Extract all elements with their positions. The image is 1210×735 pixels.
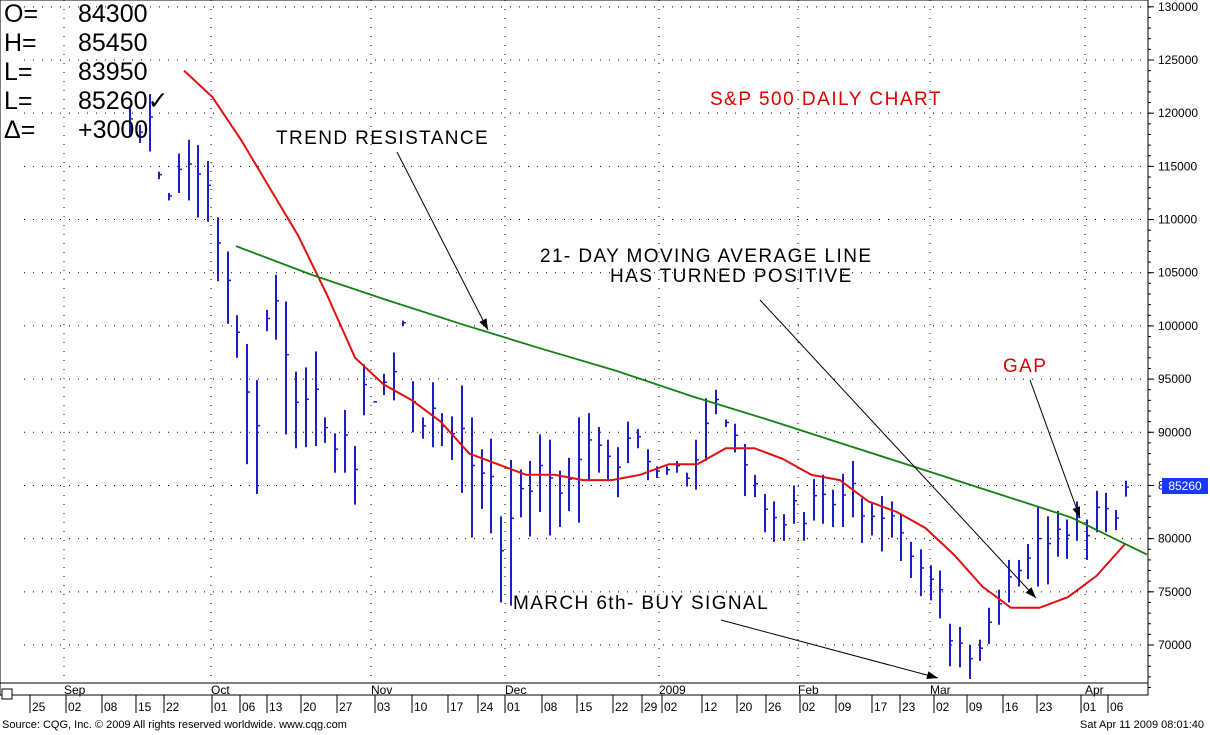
source-credit: Source: CQG, Inc. © 2009 All rights rese… xyxy=(2,719,347,731)
x-tick-label: 22 xyxy=(166,700,180,714)
x-tick-label: 23 xyxy=(1039,700,1053,714)
x-tick-label: 03 xyxy=(377,700,391,714)
y-tick-label: 120000 xyxy=(1158,106,1198,120)
gap-arrow-head xyxy=(1072,506,1081,518)
y-tick-label: 70000 xyxy=(1158,638,1192,652)
ohlc-open-key: O= xyxy=(4,0,39,28)
ohlc-change: Δ= +3000 xyxy=(4,116,168,145)
ohlc-high-value: 85450 xyxy=(78,29,148,57)
x-tick-label: 16 xyxy=(1005,700,1019,714)
y-tick-label: 105000 xyxy=(1158,266,1198,280)
x-tick-label: 06 xyxy=(1110,700,1124,714)
y-tick-label: 80000 xyxy=(1158,532,1192,546)
ohlc-change-key: Δ= xyxy=(4,116,36,144)
month-label: Oct xyxy=(211,683,230,697)
x-tick-label: 01 xyxy=(1083,700,1097,714)
x-tick-label: 27 xyxy=(339,700,353,714)
gap-label: GAP xyxy=(1003,356,1048,377)
month-label: Nov xyxy=(371,683,392,697)
y-tick-label: 90000 xyxy=(1158,425,1192,439)
chart-title: S&P 500 DAILY CHART xyxy=(710,89,942,110)
y-tick-label: 100000 xyxy=(1158,319,1198,333)
y-axis: 7000075000800008500090000950001000001050… xyxy=(1148,0,1198,689)
month-label: 2009 xyxy=(659,683,686,697)
moving-average-label-line2: HAS TURNED POSITIVE xyxy=(610,266,853,287)
moving-average-label-line1: 21- DAY MOVING AVERAGE LINE xyxy=(540,246,873,267)
gap-arrow xyxy=(1029,379,1081,519)
x-axis-scroll-box xyxy=(1,688,13,700)
x-tick-label: 01 xyxy=(214,700,228,714)
x-tick-label: 17 xyxy=(450,700,464,714)
buy-signal-arrow xyxy=(720,619,939,679)
ohlc-readout: O= 84300 H= 85450 L= 83950 L= 85260✓ Δ= +3000 xyxy=(4,0,168,145)
x-tick-label: 24 xyxy=(480,700,494,714)
y-tick-label: 125000 xyxy=(1158,53,1198,67)
moving-average-arrow xyxy=(759,299,1037,599)
y-tick-label: 115000 xyxy=(1158,159,1197,173)
trend-resistance-label: TREND RESISTANCE xyxy=(276,128,490,149)
month-label: Dec xyxy=(505,683,526,697)
ohlc-low-value: 83950 xyxy=(78,58,148,86)
x-tick-label: 06 xyxy=(242,700,256,714)
x-tick-label: 02 xyxy=(664,700,678,714)
x-tick-label: 23 xyxy=(902,700,916,714)
trend-resistance-arrow-head xyxy=(479,318,488,330)
last-price-badge: 85260 xyxy=(1162,478,1208,494)
month-label: Feb xyxy=(798,683,819,697)
x-tick-label: 12 xyxy=(704,700,718,714)
ohlc-low: L= 83950 xyxy=(4,58,168,87)
y-tick-label: 130000 xyxy=(1158,0,1198,14)
x-tick-label: 01 xyxy=(507,700,521,714)
y-tick-label: 110000 xyxy=(1158,213,1197,227)
ohlc-high: H= 85450 xyxy=(4,29,168,58)
ohlc-open: O= 84300 xyxy=(4,0,168,29)
trend-resistance-arrow xyxy=(396,151,489,331)
x-axis: 25 02 08 15 22 01 06 13 20 27 03 10 17 24 01 08 15 22 29 02… xyxy=(0,682,1148,714)
trend-resistance-line xyxy=(235,245,1148,556)
ohlc-last-key: L= xyxy=(4,87,33,115)
x-tick-label: 15 xyxy=(579,700,593,714)
x-tick-label: 02 xyxy=(68,700,82,714)
x-tick-label: 02 xyxy=(802,700,816,714)
x-tick-label: 29 xyxy=(644,700,658,714)
month-label: Sep xyxy=(64,683,86,697)
x-tick-label: 17 xyxy=(874,700,888,714)
y-tick-label: 95000 xyxy=(1158,372,1192,386)
timestamp: Sat Apr 11 2009 08:01:40 xyxy=(1080,719,1204,731)
moving-average-arrow-head xyxy=(1025,587,1036,598)
ohlc-high-key: H= xyxy=(4,29,37,57)
ohlc-last-value: 85260✓ xyxy=(78,87,169,115)
ohlc-low-key: L= xyxy=(4,58,33,86)
ohlc-last: L= 85260✓ xyxy=(4,87,168,116)
x-tick-label: 20 xyxy=(739,700,753,714)
ohlc-change-value: +3000 xyxy=(78,116,149,144)
x-tick-label: 08 xyxy=(544,700,558,714)
x-tick-label: 20 xyxy=(303,700,317,714)
price-bars xyxy=(129,94,1129,680)
buy-signal-label: MARCH 6th- BUY SIGNAL xyxy=(513,593,770,614)
y-tick-label: 75000 xyxy=(1158,585,1192,599)
month-label: Mar xyxy=(930,683,951,697)
x-tick-label: 13 xyxy=(269,700,283,714)
x-tick-label: 26 xyxy=(768,700,782,714)
moving-average-line xyxy=(183,69,1126,609)
x-tick-label: 25 xyxy=(32,700,46,714)
x-tick-label: 10 xyxy=(414,700,428,714)
x-tick-label: 09 xyxy=(838,700,852,714)
month-label: Apr xyxy=(1085,683,1104,697)
x-tick-label: 08 xyxy=(104,700,118,714)
x-tick-label: 22 xyxy=(615,700,629,714)
buy-signal-arrow-head xyxy=(926,671,938,680)
x-tick-label: 02 xyxy=(936,700,950,714)
ohlc-open-value: 84300 xyxy=(78,0,148,28)
x-tick-label: 09 xyxy=(969,700,983,714)
annotation-arrows xyxy=(396,151,1081,680)
x-tick-label: 15 xyxy=(138,700,152,714)
grid-lines xyxy=(24,0,1147,683)
plot-frame xyxy=(0,0,1149,696)
